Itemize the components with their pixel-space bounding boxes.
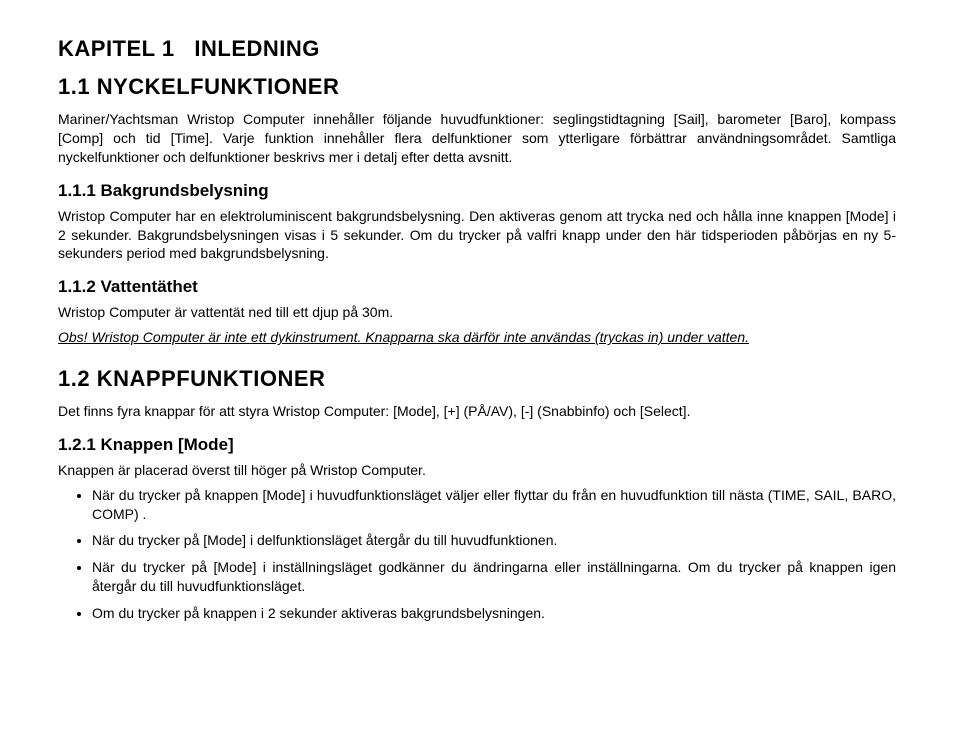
list-item: När du trycker på [Mode] i inställningsl… [92, 558, 896, 596]
section-1-body: Mariner/Yachtsman Wristop Computer inneh… [58, 110, 896, 167]
subsection-1-1-1-heading: 1.1.1 Bakgrundsbelysning [58, 181, 896, 201]
subsection-1-1-2-body: Wristop Computer är vattentät ned till e… [58, 303, 896, 322]
subsection-1-1-2-heading: 1.1.2 Vattentäthet [58, 277, 896, 297]
chapter-title-text: INLEDNING [194, 36, 320, 61]
list-item: Om du trycker på knappen i 2 sekunder ak… [92, 604, 896, 623]
chapter-number: KAPITEL 1 [58, 36, 175, 61]
subsection-1-2-1-intro: Knappen är placerad överst till höger på… [58, 461, 896, 480]
subsection-1-1-2-note: Obs! Wristop Computer är inte ett dykins… [58, 328, 896, 348]
subsection-1-1-1-body: Wristop Computer har en elektroluminisce… [58, 207, 896, 264]
section-2-heading: 1.2 KNAPPFUNKTIONER [58, 366, 896, 392]
mode-button-bullet-list: När du trycker på knappen [Mode] i huvud… [58, 486, 896, 623]
section-1-heading: 1.1 NYCKELFUNKTIONER [58, 74, 896, 100]
section-2-body: Det finns fyra knappar för att styra Wri… [58, 402, 896, 421]
document-page: KAPITEL 1 INLEDNING 1.1 NYCKELFUNKTIONER… [0, 0, 954, 755]
list-item: När du trycker på [Mode] i delfunktionsl… [92, 531, 896, 550]
list-item: När du trycker på knappen [Mode] i huvud… [92, 486, 896, 524]
subsection-1-2-1-heading: 1.2.1 Knappen [Mode] [58, 435, 896, 455]
chapter-title: KAPITEL 1 INLEDNING [58, 36, 896, 62]
